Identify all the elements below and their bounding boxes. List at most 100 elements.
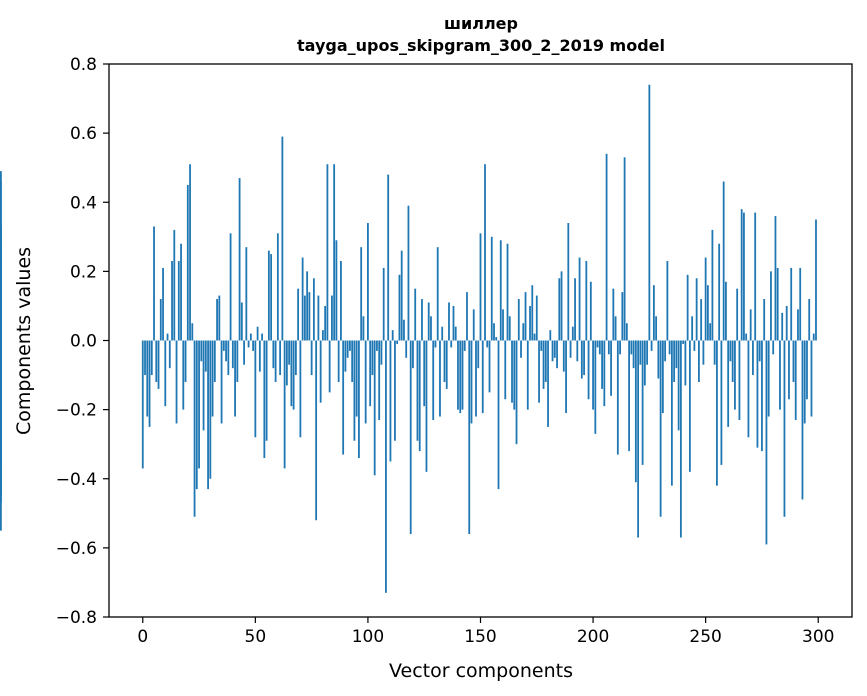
bar <box>184 340 187 382</box>
bar <box>418 340 421 452</box>
bar <box>607 340 610 355</box>
bar <box>439 340 441 417</box>
bar <box>355 340 358 417</box>
bar <box>535 295 538 341</box>
x-tick-label: 150 <box>464 627 496 647</box>
bar <box>738 340 741 420</box>
bar <box>186 184 189 341</box>
bar <box>806 340 808 400</box>
bar <box>198 340 200 469</box>
bar <box>240 302 243 341</box>
bar <box>261 333 263 341</box>
bar <box>691 316 694 341</box>
bar <box>443 340 446 382</box>
bar <box>236 340 239 382</box>
bar <box>569 340 572 358</box>
bar <box>463 340 466 351</box>
bar <box>477 340 480 369</box>
bar <box>292 340 295 410</box>
bar <box>767 340 770 417</box>
bar <box>634 340 637 483</box>
bar <box>808 299 811 341</box>
bar <box>448 302 450 341</box>
bar <box>655 316 658 341</box>
bar <box>308 292 311 341</box>
bar <box>628 340 630 452</box>
bar <box>150 340 153 376</box>
bar <box>713 340 716 365</box>
bar <box>159 299 162 341</box>
bar <box>596 340 599 348</box>
bar <box>522 323 525 341</box>
bar <box>360 247 363 341</box>
bar <box>515 340 518 445</box>
bar <box>157 340 160 389</box>
bar <box>592 340 594 410</box>
bar <box>740 209 743 341</box>
bar <box>274 340 277 382</box>
bar <box>511 340 513 403</box>
bar <box>747 340 750 438</box>
bar <box>799 267 802 341</box>
bar <box>231 340 234 369</box>
bar <box>734 340 736 410</box>
bar <box>362 316 365 341</box>
bar <box>333 164 336 341</box>
bar <box>288 340 291 365</box>
bar <box>754 212 757 341</box>
bar <box>770 271 772 341</box>
bar <box>349 340 351 351</box>
bar <box>578 257 581 341</box>
bar <box>225 340 227 362</box>
x-tick-label: 200 <box>577 627 609 647</box>
bar <box>716 340 718 486</box>
bar <box>468 340 471 535</box>
bar <box>497 340 500 490</box>
bar <box>180 243 182 341</box>
bar <box>574 278 576 341</box>
bar <box>774 216 777 341</box>
bar <box>601 340 603 389</box>
bar <box>490 236 493 341</box>
bar <box>783 340 786 517</box>
x-tick-label: 0 <box>137 627 148 647</box>
bar <box>391 330 394 341</box>
bar <box>452 305 455 341</box>
bar <box>436 247 439 341</box>
y-tick-label: −0.8 <box>56 608 97 628</box>
bar <box>571 326 574 341</box>
bar <box>342 340 345 455</box>
bar <box>668 340 671 355</box>
bar <box>461 340 464 410</box>
bar <box>258 340 261 372</box>
bar <box>218 295 221 341</box>
bar <box>427 302 430 341</box>
bar <box>346 340 349 358</box>
bar <box>459 340 462 414</box>
bar <box>382 267 385 341</box>
bar <box>297 288 300 341</box>
bar <box>758 340 761 362</box>
bar <box>252 340 254 351</box>
bar <box>400 250 403 341</box>
x-tick-label: 100 <box>352 627 384 647</box>
bar <box>531 285 534 341</box>
bar <box>238 178 241 341</box>
bar <box>583 340 585 376</box>
bar <box>369 340 372 407</box>
bar <box>265 340 268 441</box>
bar <box>213 340 216 382</box>
y-axis-label: Components values <box>13 247 35 435</box>
bar <box>144 340 146 376</box>
bar <box>351 340 354 382</box>
bar <box>337 340 340 382</box>
bar <box>749 309 752 341</box>
x-tick-label: 250 <box>689 627 721 647</box>
bar <box>227 340 230 376</box>
bar <box>643 340 646 386</box>
bar <box>0 305 2 341</box>
bar <box>659 340 662 517</box>
bar <box>772 340 775 355</box>
bar <box>155 340 158 382</box>
bar <box>445 340 448 389</box>
